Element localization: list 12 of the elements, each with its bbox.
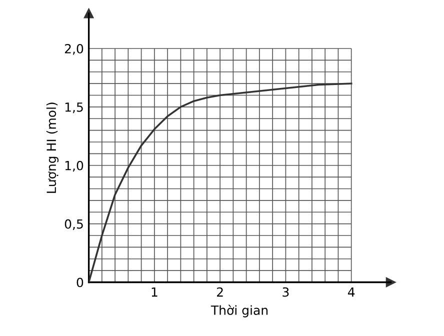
x-tick-label: 3	[282, 287, 289, 297]
x-axis-title: Thời gian	[210, 304, 268, 318]
y-tick-label: 1,5	[65, 102, 83, 114]
x-tick-label: 4	[348, 287, 355, 297]
y-tick-label: 0	[76, 278, 84, 288]
x-tick-label: 2	[217, 287, 223, 297]
x-tick-label: 1	[152, 287, 158, 297]
y-tick-label: 1,0	[65, 160, 84, 172]
y-axis-title: Lượng HI (mol)	[46, 102, 59, 193]
y-tick-label: 2,0	[64, 44, 84, 55]
line-series	[88, 82, 352, 282]
y-tick-label: 0,5	[64, 219, 83, 230]
